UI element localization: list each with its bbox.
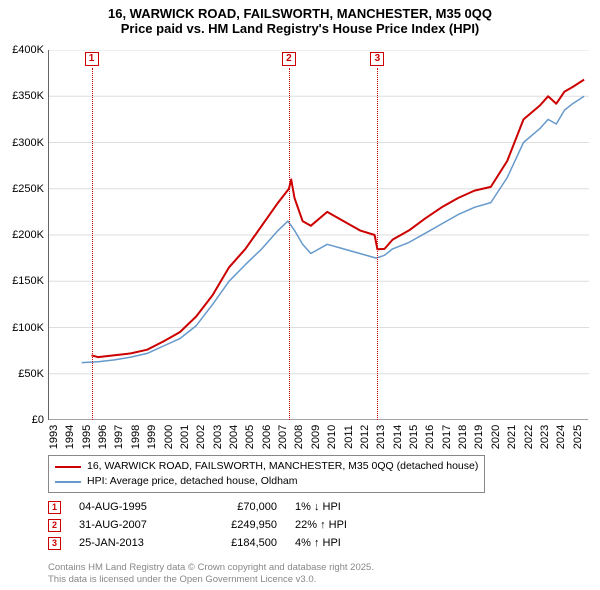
y-tick-label: £350K (12, 90, 44, 102)
x-tick-label: 2013 (375, 425, 387, 449)
x-tick-label: 1998 (130, 425, 142, 449)
event-row: 1 04-AUG-1995 £70,000 1% ↓ HPI (48, 498, 375, 516)
y-tick-label: £400K (12, 44, 44, 56)
x-tick-label: 2009 (310, 425, 322, 449)
x-tick-label: 1999 (146, 425, 158, 449)
x-tick-label: 2025 (572, 425, 584, 449)
event-delta: 22% ↑ HPI (295, 519, 375, 531)
chart-area: 1 2 3 (48, 50, 588, 420)
marker-line (92, 68, 93, 420)
event-price: £70,000 (197, 501, 277, 513)
event-row: 3 25-JAN-2013 £184,500 4% ↑ HPI (48, 534, 375, 552)
series-line (92, 80, 585, 358)
legend: 16, WARWICK ROAD, FAILSWORTH, MANCHESTER… (48, 455, 485, 493)
y-axis-labels: £0£50K£100K£150K£200K£250K£300K£350K£400… (0, 50, 46, 420)
marker-box: 2 (282, 52, 296, 66)
event-row: 2 31-AUG-2007 £249,950 22% ↑ HPI (48, 516, 375, 534)
x-tick-label: 2004 (228, 425, 240, 449)
chart-container: 16, WARWICK ROAD, FAILSWORTH, MANCHESTER… (0, 0, 600, 590)
event-date: 25-JAN-2013 (79, 537, 179, 549)
x-tick-label: 2016 (424, 425, 436, 449)
x-tick-label: 2022 (523, 425, 535, 449)
title-block: 16, WARWICK ROAD, FAILSWORTH, MANCHESTER… (0, 0, 600, 36)
plot-svg (49, 50, 589, 420)
marker-box: 3 (370, 52, 384, 66)
x-tick-label: 2014 (392, 425, 404, 449)
x-axis-labels: 1993 1994 1995 1996 1997 1998 1999 2000 2001 2002… (48, 423, 588, 453)
x-tick-label: 1995 (81, 425, 93, 449)
event-delta: 1% ↓ HPI (295, 501, 375, 513)
x-tick-label: 2012 (359, 425, 371, 449)
event-list: 1 04-AUG-1995 £70,000 1% ↓ HPI 2 31-AUG-2007 £… (48, 498, 375, 552)
y-tick-label: £250K (12, 183, 44, 195)
legend-row: 16, WARWICK ROAD, FAILSWORTH, MANCHESTER… (55, 459, 478, 474)
legend-label: 16, WARWICK ROAD, FAILSWORTH, MANCHESTER… (87, 459, 478, 474)
marker-line (377, 68, 378, 420)
footer-line1: Contains HM Land Registry data © Crown c… (48, 562, 374, 574)
y-tick-label: £50K (18, 368, 44, 380)
event-marker-box: 1 (48, 501, 61, 514)
legend-swatch (55, 481, 81, 483)
legend-label: HPI: Average price, detached house, Oldh… (87, 474, 298, 489)
x-tick-label: 2021 (506, 425, 518, 449)
y-tick-label: £100K (12, 322, 44, 334)
x-tick-label: 2023 (539, 425, 551, 449)
footer-line2: This data is licensed under the Open Gov… (48, 574, 374, 586)
y-tick-label: £200K (12, 229, 44, 241)
x-tick-label: 2002 (195, 425, 207, 449)
y-tick-label: £0 (32, 414, 44, 426)
x-tick-label: 1993 (48, 425, 60, 449)
series-line (82, 96, 584, 362)
marker-line (289, 68, 290, 420)
x-tick-label: 1994 (64, 425, 76, 449)
event-marker-box: 3 (48, 537, 61, 550)
event-delta: 4% ↑ HPI (295, 537, 375, 549)
marker-box: 1 (85, 52, 99, 66)
x-tick-label: 2007 (277, 425, 289, 449)
y-tick-label: £150K (12, 275, 44, 287)
event-price: £184,500 (197, 537, 277, 549)
page-subtitle: Price paid vs. HM Land Registry's House … (0, 21, 600, 36)
event-date: 04-AUG-1995 (79, 501, 179, 513)
x-tick-label: 2001 (179, 425, 191, 449)
x-tick-label: 2010 (326, 425, 338, 449)
x-tick-label: 2006 (261, 425, 273, 449)
x-tick-label: 2000 (163, 425, 175, 449)
x-tick-label: 2015 (408, 425, 420, 449)
x-tick-label: 2019 (473, 425, 485, 449)
x-tick-label: 1997 (113, 425, 125, 449)
x-tick-label: 2020 (490, 425, 502, 449)
footer: Contains HM Land Registry data © Crown c… (48, 562, 374, 586)
x-tick-label: 2018 (457, 425, 469, 449)
event-price: £249,950 (197, 519, 277, 531)
legend-swatch (55, 466, 81, 468)
page-title: 16, WARWICK ROAD, FAILSWORTH, MANCHESTER… (0, 6, 600, 21)
event-date: 31-AUG-2007 (79, 519, 179, 531)
x-tick-label: 2003 (212, 425, 224, 449)
legend-row: HPI: Average price, detached house, Oldh… (55, 474, 478, 489)
y-tick-label: £300K (12, 137, 44, 149)
x-tick-label: 2017 (441, 425, 453, 449)
x-tick-label: 2008 (293, 425, 305, 449)
event-marker-box: 2 (48, 519, 61, 532)
x-tick-label: 1996 (97, 425, 109, 449)
x-tick-label: 2024 (555, 425, 567, 449)
x-tick-label: 2011 (343, 425, 355, 449)
x-tick-label: 2005 (244, 425, 256, 449)
